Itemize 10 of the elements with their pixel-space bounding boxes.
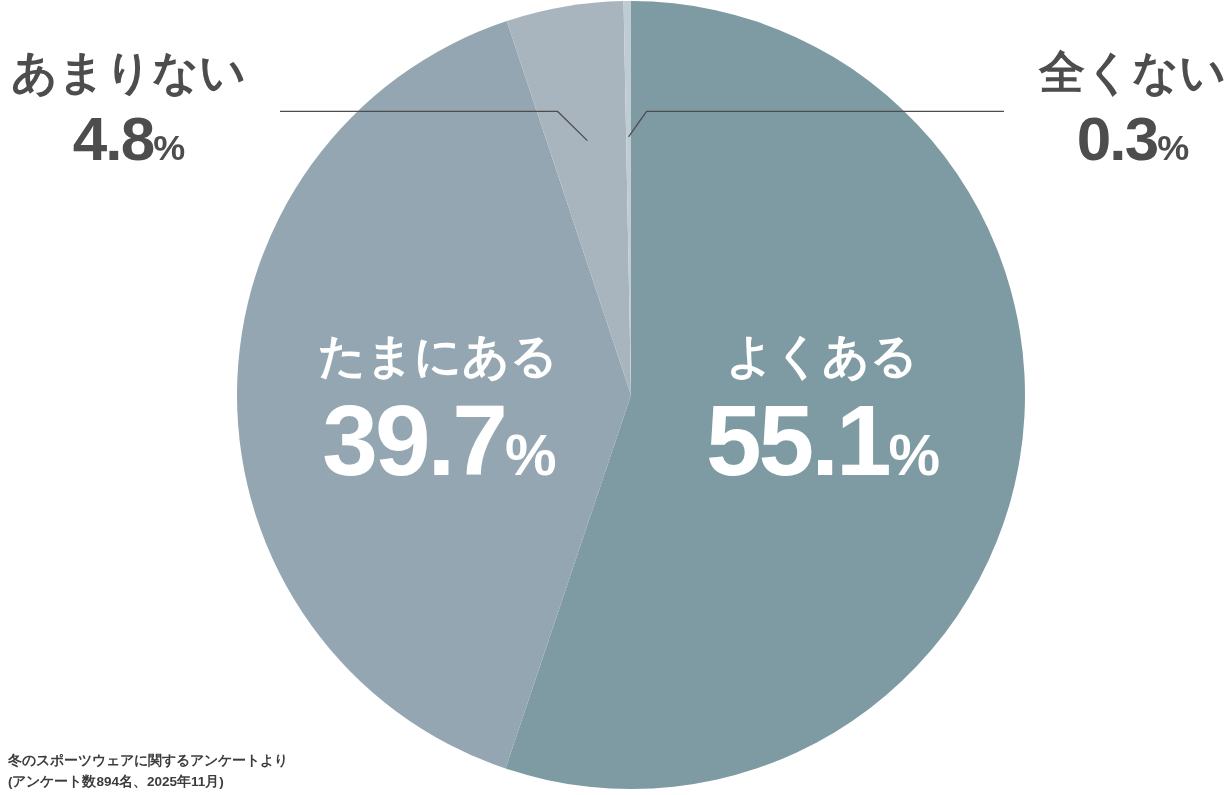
slice-label: たまにある	[317, 329, 558, 382]
text: (アンケート数894名、2025年11月)	[8, 774, 224, 789]
text: 冬のスポーツウェアに関するアンケートより	[7, 753, 288, 768]
data-label: 55.1%	[705, 384, 940, 496]
slice-label: 全くない	[1037, 46, 1226, 99]
data-label: 0.3%	[1076, 104, 1190, 174]
data-label: 4.8%	[72, 104, 186, 174]
slice-label: あまりない	[10, 46, 246, 99]
slice-label: よくある	[725, 329, 918, 382]
data-label: 39.7%	[322, 384, 556, 496]
